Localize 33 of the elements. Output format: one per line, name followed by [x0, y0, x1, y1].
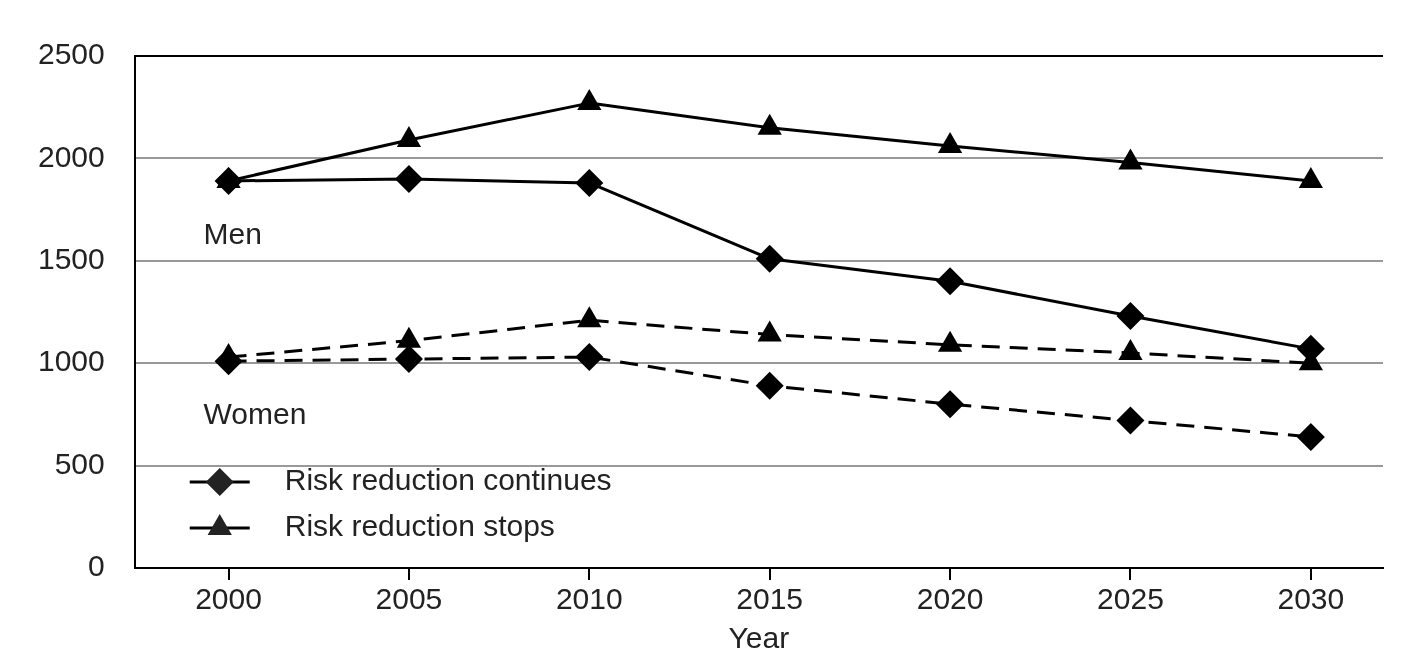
- x-tick-label: 2020: [916, 582, 984, 616]
- point: [577, 89, 602, 111]
- x-tick-label: 2030: [1277, 582, 1345, 616]
- y-tick-label: 0: [88, 549, 105, 583]
- y-tick-label: 1500: [37, 242, 105, 276]
- y-tick-label: 2000: [37, 139, 105, 173]
- point: [1298, 166, 1323, 188]
- point: [755, 371, 784, 400]
- x-tick-label: 2000: [195, 582, 262, 616]
- x-tick-label: 2005: [375, 582, 443, 616]
- legend-label: Risk reduction stops: [284, 509, 555, 543]
- point: [575, 343, 604, 372]
- y-tick-label: 1000: [37, 344, 105, 378]
- x-axis-title: Year: [728, 621, 790, 655]
- point: [1296, 422, 1325, 451]
- point: [936, 267, 965, 296]
- point: [937, 132, 963, 154]
- y-tick-label: 2500: [37, 37, 105, 71]
- annotation: Women: [203, 397, 307, 431]
- point: [396, 125, 422, 147]
- point: [757, 113, 782, 135]
- x-tick-label: 2015: [736, 582, 804, 616]
- legend-label: Risk reduction continues: [284, 463, 612, 497]
- point: [936, 390, 965, 419]
- annotation: Men: [203, 217, 262, 251]
- x-tick-label: 2010: [555, 582, 623, 616]
- point: [394, 345, 423, 374]
- point: [1116, 406, 1145, 435]
- y-tick-label: 500: [54, 446, 105, 480]
- x-tick-label: 2025: [1097, 582, 1164, 616]
- point: [1118, 148, 1143, 170]
- point: [755, 244, 784, 273]
- point: [1116, 302, 1145, 331]
